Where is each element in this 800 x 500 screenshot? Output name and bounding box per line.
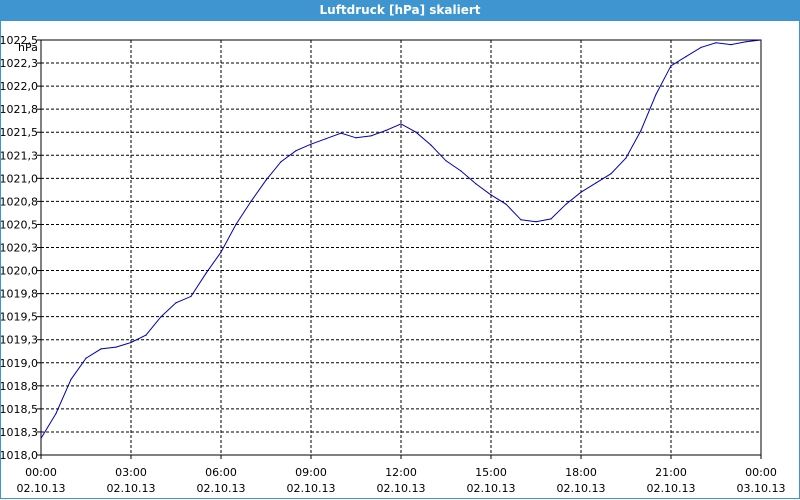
data-point: [445, 160, 447, 162]
data-point: [415, 131, 417, 133]
data-point: [55, 412, 57, 415]
x-tick-time: 09:00: [295, 466, 327, 479]
data-point: [430, 144, 432, 146]
data-point: [595, 182, 597, 184]
y-tick-label: 1020,8: [1, 195, 38, 208]
x-tick-date: 02.10.13: [197, 482, 246, 495]
y-tick-label: 1018,8: [1, 380, 38, 393]
data-point: [295, 150, 297, 152]
data-point: [685, 56, 687, 58]
data-point: [160, 316, 162, 318]
y-axis-ticks: 1018,0 1018,3 1018,5 1018,8 1019,0 1019,3 1019…: [1, 34, 41, 462]
data-point: [730, 44, 732, 46]
y-tick-label: 1018,3: [1, 426, 38, 439]
data-point: [475, 183, 477, 185]
y-tick-label: 1021,3: [1, 149, 38, 162]
data-point: [370, 135, 372, 137]
data-point: [235, 223, 237, 225]
data-point: [700, 46, 702, 48]
data-point: [70, 378, 72, 380]
data-point: [220, 251, 222, 253]
data-point: [610, 173, 612, 175]
y-tick-label: 1022,3: [1, 57, 38, 70]
data-point: [535, 221, 537, 223]
data-point: [745, 41, 747, 43]
x-tick-date: 02.10.13: [107, 482, 156, 495]
y-tick-label: 1021,0: [1, 172, 38, 185]
y-tick-label: 1019,0: [1, 357, 38, 370]
data-point: [325, 138, 327, 140]
y-tick-label: 1018,5: [1, 403, 38, 416]
y-tick-label: 1019,8: [1, 288, 38, 301]
data-point: [340, 132, 342, 134]
x-tick-time: 00:00: [25, 466, 57, 479]
x-tick-time: 21:00: [655, 466, 687, 479]
data-point: [310, 143, 312, 145]
x-tick-date: 02.10.13: [17, 482, 66, 495]
data-point: [505, 203, 507, 205]
data-point: [265, 179, 267, 181]
y-tick-label: 1021,5: [1, 126, 38, 139]
data-point: [355, 137, 357, 139]
grid-lines: [41, 40, 761, 455]
x-tick-date: 02.10.13: [647, 482, 696, 495]
y-tick-label: 1019,3: [1, 334, 38, 347]
series-points: [40, 39, 762, 439]
data-point: [655, 93, 657, 95]
data-point: [640, 129, 642, 131]
x-tick-time: 18:00: [565, 466, 597, 479]
data-point: [40, 437, 42, 439]
data-point: [550, 218, 552, 220]
data-point: [145, 334, 147, 336]
data-point: [625, 157, 627, 159]
x-tick-date: 02.10.13: [377, 482, 426, 495]
y-tick-label: 1020,5: [1, 218, 38, 231]
data-point: [175, 302, 177, 304]
y-tick-label: 1021,8: [1, 103, 38, 116]
x-tick-date: 02.10.13: [557, 482, 606, 495]
data-point: [130, 341, 132, 344]
x-tick-time: 15:00: [475, 466, 507, 479]
data-point: [115, 346, 117, 348]
x-tick-time: 12:00: [385, 466, 417, 479]
chart-panel: 1018,0 1018,3 1018,5 1018,8 1019,0 1019,3 1019…: [0, 21, 800, 499]
y-tick-label: 1019,5: [1, 311, 38, 324]
data-point: [520, 219, 522, 221]
y-tick-label: 1018,0: [1, 449, 38, 462]
data-point: [460, 170, 462, 172]
y-tick-label: 1022,5: [1, 34, 38, 47]
data-point: [760, 39, 762, 41]
x-tick-time: 03:00: [115, 466, 147, 479]
data-point: [400, 123, 402, 125]
x-axis-ticks: 00:00 02.10.13 03:00 02.10.13 06:00 02.10.13 0…: [17, 455, 786, 495]
y-axis-label: hPa: [18, 41, 38, 54]
data-point: [100, 348, 102, 350]
data-point: [565, 203, 567, 205]
data-point: [190, 295, 192, 297]
data-point: [490, 194, 492, 196]
data-point: [250, 200, 252, 202]
x-tick-date: 02.10.13: [467, 482, 516, 495]
data-point: [715, 42, 717, 44]
data-point: [205, 272, 207, 274]
line-chart: 1018,0 1018,3 1018,5 1018,8 1019,0 1019,3 1019…: [1, 34, 786, 495]
x-tick-date: 03.10.13: [737, 482, 786, 495]
data-point: [85, 357, 87, 359]
window-title: Luftdruck [hPa] skaliert: [0, 0, 800, 21]
y-tick-label: 1022,0: [1, 80, 38, 93]
y-tick-label: 1020,0: [1, 265, 38, 278]
data-point: [580, 191, 582, 193]
x-tick-date: 02.10.13: [287, 482, 336, 495]
x-tick-time: 06:00: [205, 466, 237, 479]
y-tick-label: 1020,3: [1, 242, 38, 255]
data-point: [670, 65, 672, 67]
x-tick-time: 00:00: [745, 466, 777, 479]
data-point: [385, 129, 387, 131]
data-point: [280, 161, 282, 163]
